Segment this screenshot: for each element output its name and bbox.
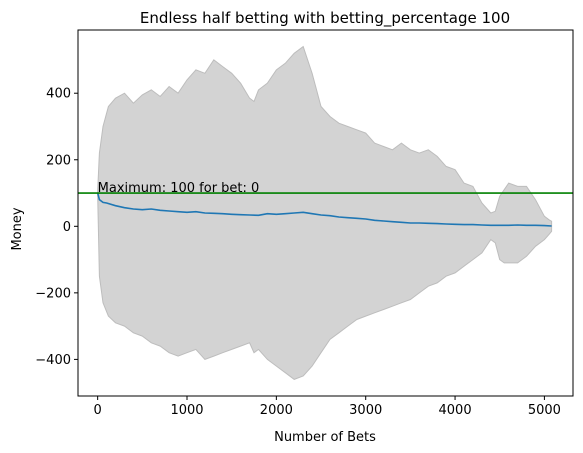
chart-title: Endless half betting with betting_percen… <box>140 9 510 28</box>
x-axis-ticks: 0 1000 2000 3000 4000 5000 <box>94 396 561 418</box>
x-tick-label: 4000 <box>439 403 472 418</box>
x-axis-label: Number of Bets <box>274 430 376 445</box>
y-axis-ticks: −400 −200 0 200 400 <box>35 87 78 368</box>
y-axis-label: Money <box>10 207 25 250</box>
plot-area: Maximum: 100 for bet: 0 <box>78 45 573 380</box>
y-tick-label: −400 <box>35 353 71 368</box>
x-tick-label: 3000 <box>349 403 382 418</box>
y-tick-label: 400 <box>46 87 71 102</box>
y-tick-label: −200 <box>35 286 71 301</box>
plot-frame <box>77 29 574 397</box>
x-tick-label: 2000 <box>260 403 293 418</box>
money-series-line <box>96 192 552 227</box>
y-tick-label: 200 <box>46 153 71 168</box>
y-tick-label: 0 <box>63 220 71 235</box>
x-tick-label: 1000 <box>170 403 203 418</box>
maximum-annotation: Maximum: 100 for bet: 0 <box>98 181 260 196</box>
x-tick-label: 0 <box>94 403 102 418</box>
money-range-band <box>97 45 553 380</box>
x-tick-label: 5000 <box>528 403 561 418</box>
